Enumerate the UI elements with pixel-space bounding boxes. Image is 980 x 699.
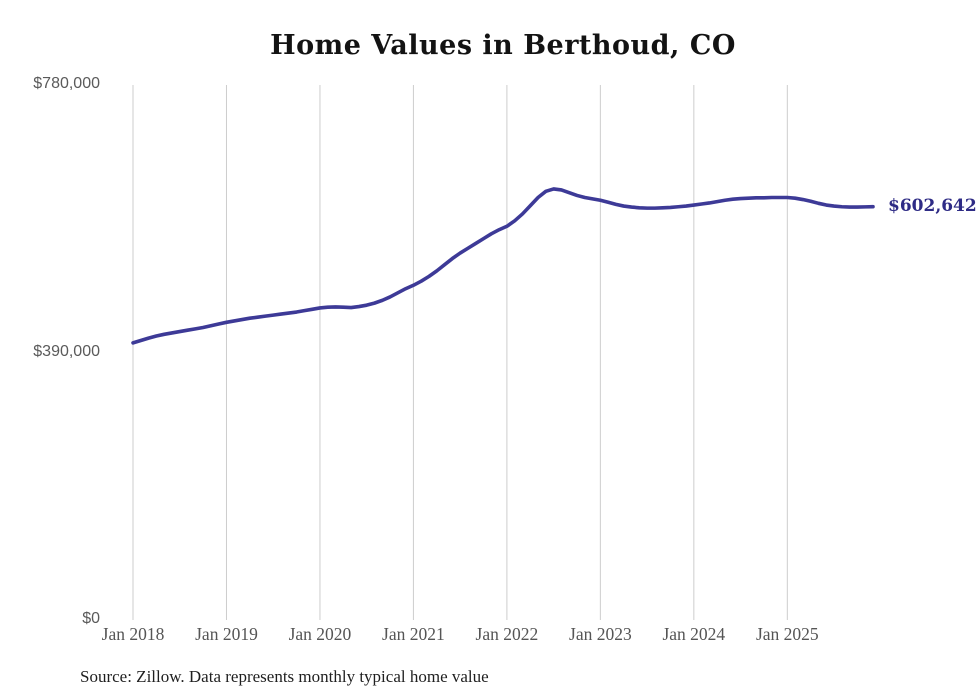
x-axis-tick-label: Jan 2025 [755, 624, 819, 644]
chart-title: Home Values in Berthoud, CO [270, 30, 736, 61]
x-axis-tick-label: Jan 2024 [662, 624, 726, 644]
x-axis-tick-label: Jan 2018 [101, 624, 165, 644]
y-axis-tick-label: $0 [82, 610, 100, 627]
x-axis-tick-label: Jan 2020 [288, 624, 352, 644]
y-axis-tick-label: $390,000 [33, 342, 100, 360]
y-axis-tick-label: $780,000 [33, 75, 100, 92]
x-axis-tick-label: Jan 2019 [195, 624, 258, 644]
latest-value-label: $602,642 [888, 195, 977, 216]
x-axis-tick-label: Jan 2022 [475, 624, 539, 644]
source-note: Source: Zillow. Data represents monthly … [80, 667, 489, 686]
x-axis-tick-label: Jan 2021 [382, 624, 445, 644]
x-axis-tick-label: Jan 2023 [569, 624, 632, 644]
home-value-line [131, 187, 875, 345]
